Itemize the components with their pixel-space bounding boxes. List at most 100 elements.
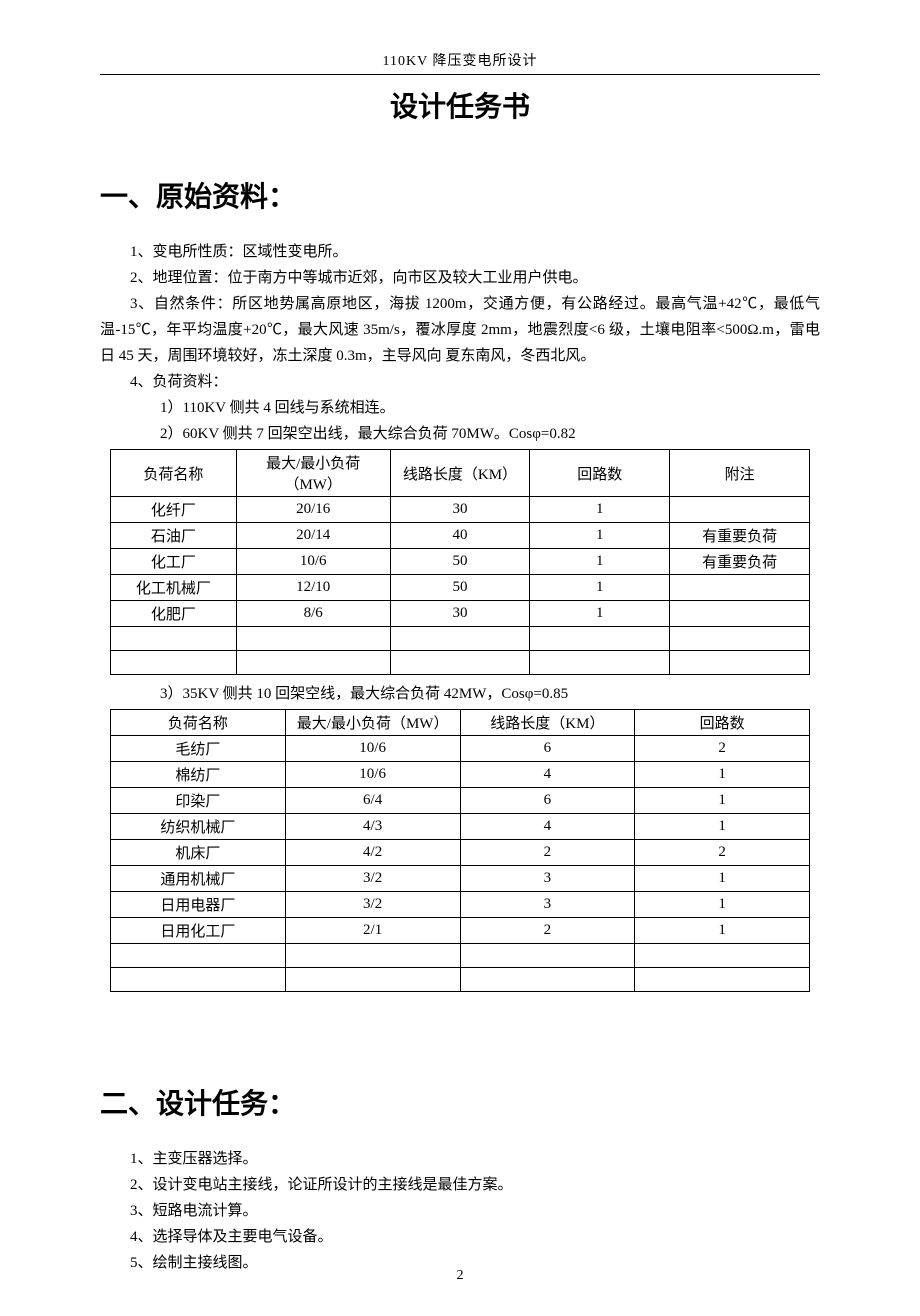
page-header: 110KV 降压变电所设计	[100, 50, 820, 74]
table-cell	[670, 627, 810, 651]
section1-sub-3: 3）35KV 侧共 10 回架空线，最大综合负荷 42MW，Cosφ=0.85	[100, 681, 820, 707]
table-cell: 纺织机械厂	[111, 814, 286, 840]
section1-sub-2: 2）60KV 侧共 7 回架空出线，最大综合负荷 70MW。Cosφ=0.82	[100, 421, 820, 447]
document-title: 设计任务书	[100, 85, 820, 125]
table-row: 化工厂10/6501有重要负荷	[111, 549, 810, 575]
table-cell	[460, 968, 635, 992]
table-cell: 化肥厂	[111, 601, 237, 627]
table-cell: 4	[460, 762, 635, 788]
table-cell: 机床厂	[111, 840, 286, 866]
table-cell	[285, 944, 460, 968]
table-cell	[236, 651, 390, 675]
t2-h2: 线路长度（KM）	[460, 710, 635, 736]
table-cell: 1	[530, 497, 670, 523]
header-rule	[100, 74, 820, 75]
table-cell	[460, 944, 635, 968]
table-cell	[390, 627, 530, 651]
table-cell: 4/2	[285, 840, 460, 866]
table-cell: 2	[460, 840, 635, 866]
section1-sub-1: 1）110KV 侧共 4 回线与系统相连。	[100, 395, 820, 421]
t1-h3: 回路数	[530, 450, 670, 497]
table-cell: 有重要负荷	[670, 549, 810, 575]
table-cell: 4/3	[285, 814, 460, 840]
section1-item-3: 3、自然条件：所区地势属高原地区，海拔 1200m，交通方便，有公路经过。最高气…	[100, 291, 820, 369]
table-row: 纺织机械厂4/341	[111, 814, 810, 840]
t2-h0: 负荷名称	[111, 710, 286, 736]
t2-h1: 最大/最小负荷（MW）	[285, 710, 460, 736]
table-cell: 4	[460, 814, 635, 840]
table-cell: 1	[635, 866, 810, 892]
section2-item-1: 1、主变压器选择。	[100, 1146, 820, 1172]
table-cell: 6/4	[285, 788, 460, 814]
t1-h0: 负荷名称	[111, 450, 237, 497]
section2-item-4: 4、选择导体及主要电气设备。	[100, 1224, 820, 1250]
table-row: 日用电器厂3/231	[111, 892, 810, 918]
section1-item-2: 2、地理位置：位于南方中等城市近郊，向市区及较大工业用户供电。	[100, 265, 820, 291]
section1-item-1: 1、变电所性质：区域性变电所。	[100, 239, 820, 265]
table-cell: 有重要负荷	[670, 523, 810, 549]
table-row	[111, 944, 810, 968]
table-cell: 6	[460, 788, 635, 814]
table-cell: 3/2	[285, 892, 460, 918]
table-cell: 日用化工厂	[111, 918, 286, 944]
table-cell: 1	[635, 918, 810, 944]
table-35kv: 负荷名称 最大/最小负荷（MW） 线路长度（KM） 回路数 毛纺厂10/662棉…	[110, 709, 810, 992]
table-cell: 3	[460, 892, 635, 918]
table-cell	[285, 968, 460, 992]
table-cell: 30	[390, 601, 530, 627]
table-row	[111, 627, 810, 651]
table-cell	[670, 601, 810, 627]
table-cell: 50	[390, 575, 530, 601]
t1-h1: 最大/最小负荷（MW）	[236, 450, 390, 497]
table-cell: 1	[635, 788, 810, 814]
section2-item-3: 3、短路电流计算。	[100, 1198, 820, 1224]
table-cell	[390, 651, 530, 675]
page-number: 2	[0, 1268, 920, 1284]
table-cell: 30	[390, 497, 530, 523]
table-row	[111, 968, 810, 992]
table-cell: 3/2	[285, 866, 460, 892]
table-row: 日用化工厂2/121	[111, 918, 810, 944]
table-row: 化工机械厂12/10501	[111, 575, 810, 601]
table-cell: 8/6	[236, 601, 390, 627]
table-cell: 化工厂	[111, 549, 237, 575]
table-cell: 1	[635, 892, 810, 918]
t1-h2: 线路长度（KM）	[390, 450, 530, 497]
table-cell	[670, 651, 810, 675]
table-cell	[111, 944, 286, 968]
section1-heading: 一、原始资料：	[100, 175, 820, 215]
table-cell: 1	[530, 575, 670, 601]
table-cell	[111, 627, 237, 651]
table-cell: 2	[460, 918, 635, 944]
table-cell: 40	[390, 523, 530, 549]
table-row: 石油厂20/14401有重要负荷	[111, 523, 810, 549]
table-cell	[530, 627, 670, 651]
table-cell: 日用电器厂	[111, 892, 286, 918]
table-row	[111, 651, 810, 675]
table-cell: 10/6	[236, 549, 390, 575]
table-cell: 10/6	[285, 736, 460, 762]
table-cell	[111, 968, 286, 992]
table-cell: 20/16	[236, 497, 390, 523]
table-row: 毛纺厂10/662	[111, 736, 810, 762]
table-cell: 石油厂	[111, 523, 237, 549]
table-cell: 1	[530, 523, 670, 549]
table-cell: 化纤厂	[111, 497, 237, 523]
t1-body: 化纤厂20/16301石油厂20/14401有重要负荷化工厂10/6501有重要…	[111, 497, 810, 675]
table-row: 机床厂4/222	[111, 840, 810, 866]
t2-body: 毛纺厂10/662棉纺厂10/641印染厂6/461纺织机械厂4/341机床厂4…	[111, 736, 810, 992]
table-cell: 1	[635, 814, 810, 840]
table-cell	[236, 627, 390, 651]
section2-item-2: 2、设计变电站主接线，论证所设计的主接线是最佳方案。	[100, 1172, 820, 1198]
table-cell: 10/6	[285, 762, 460, 788]
table-header-row: 负荷名称 最大/最小负荷（MW） 线路长度（KM） 回路数	[111, 710, 810, 736]
table-row: 棉纺厂10/641	[111, 762, 810, 788]
table-cell	[670, 497, 810, 523]
table-cell	[635, 944, 810, 968]
table-row: 印染厂6/461	[111, 788, 810, 814]
t2-h3: 回路数	[635, 710, 810, 736]
table-row: 化纤厂20/16301	[111, 497, 810, 523]
table1-wrap: 负荷名称 最大/最小负荷（MW） 线路长度（KM） 回路数 附注 化纤厂20/1…	[110, 449, 810, 675]
section2-heading: 二、设计任务：	[100, 1082, 820, 1122]
table-cell	[530, 651, 670, 675]
